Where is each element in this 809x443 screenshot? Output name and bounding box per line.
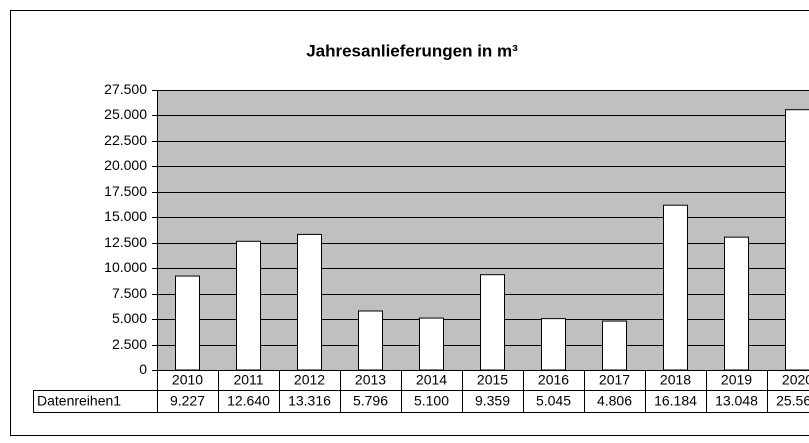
x-tick-label: 2015	[477, 372, 508, 388]
data-table-value: 5.100	[414, 393, 449, 409]
data-table-value: 25.565	[776, 393, 809, 409]
y-tick-label: 5.000	[112, 310, 147, 326]
bar	[480, 274, 505, 371]
x-tick-label: 2020	[782, 372, 809, 388]
bar	[358, 310, 383, 371]
bar	[419, 317, 444, 371]
bar	[602, 320, 627, 371]
data-table-value: 9.227	[170, 393, 205, 409]
data-table-value: 5.796	[353, 393, 388, 409]
x-tick-label: 2011	[233, 372, 263, 388]
y-tick-label: 27.500	[104, 81, 147, 97]
x-tick-label: 2016	[538, 372, 569, 388]
data-table-value: 12.640	[227, 393, 270, 409]
bar	[785, 109, 809, 371]
data-table-value: 16.184	[654, 393, 697, 409]
bar	[724, 236, 749, 371]
y-tick-label: 0	[139, 361, 147, 377]
x-tick-label: 2010	[172, 372, 203, 388]
y-tick-label: 15.000	[104, 208, 147, 224]
x-tick-label: 2014	[416, 372, 447, 388]
data-table-value: 13.316	[288, 393, 331, 409]
data-table-value: 5.045	[536, 393, 571, 409]
y-tick-label: 2.500	[112, 336, 147, 352]
legend-entry: Datenreihen1	[37, 393, 121, 409]
x-tick-label: 2017	[599, 372, 630, 388]
y-tick-label: 20.000	[104, 157, 147, 173]
y-tick-label: 10.000	[104, 259, 147, 275]
data-table-value: 13.048	[715, 393, 758, 409]
bar	[236, 240, 261, 371]
x-tick-label: 2018	[660, 372, 691, 388]
data-table-value: 9.359	[475, 393, 510, 409]
x-tick-label: 2019	[721, 372, 752, 388]
y-tick-label: 12.500	[104, 234, 147, 250]
y-tick-label: 7.500	[112, 285, 147, 301]
x-tick-label: 2013	[355, 372, 386, 388]
bar	[175, 275, 200, 371]
bar	[297, 233, 322, 371]
x-tick-label: 2012	[294, 372, 325, 388]
y-tick-label: 22.500	[104, 132, 147, 148]
bar	[663, 204, 688, 371]
y-tick-label: 17.500	[104, 183, 147, 199]
chart-title: Jahresanlieferungen in m³	[306, 41, 518, 60]
bar	[541, 318, 566, 371]
y-tick-label: 25.000	[104, 106, 147, 122]
data-table-value: 4.806	[597, 393, 632, 409]
